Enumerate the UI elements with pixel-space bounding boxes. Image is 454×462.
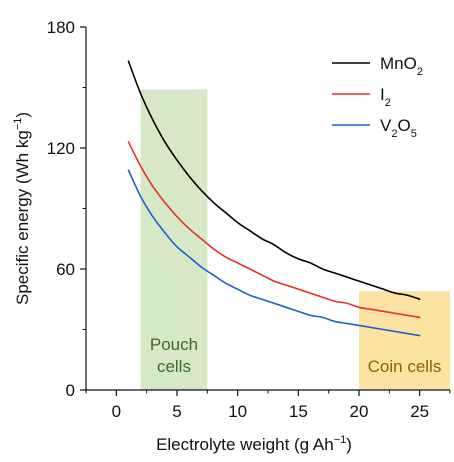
y-tick-label-0: 0	[66, 381, 75, 400]
series-lines	[127, 60, 421, 337]
axis-labels: Electrolyte weight (g Ah−1) Specific ener…	[12, 112, 352, 454]
region-1	[359, 291, 450, 390]
tick-marks: 0 5 10 15 20 25 0 60 120 180	[47, 18, 451, 421]
x-tick-label-3: 15	[289, 402, 308, 421]
legend-label-0: MnO2	[380, 54, 423, 78]
legend-label-2: V2O5	[380, 116, 417, 140]
series-line-2	[127, 169, 421, 337]
region-label-0-1: cells	[157, 357, 191, 376]
y-tick-label-1: 60	[56, 260, 75, 279]
series-line-1	[127, 141, 421, 319]
region-label-1-0: Coin cells	[368, 357, 442, 376]
series-line-0	[127, 60, 421, 301]
x-tick-label-5: 25	[410, 402, 429, 421]
x-axis-label: Electrolyte weight (g Ah−1)	[156, 434, 352, 454]
x-tick-label-0: 0	[112, 402, 121, 421]
x-tick-label-2: 10	[228, 402, 247, 421]
y-tick-label-2: 120	[47, 139, 75, 158]
region-label-0-0: Pouch	[150, 335, 198, 354]
x-tick-label-4: 20	[350, 402, 369, 421]
region-0	[140, 89, 208, 391]
y-axis-label: Specific energy (Wh kg−1)	[12, 112, 32, 305]
x-tick-label-1: 5	[172, 402, 181, 421]
y-tick-label-3: 180	[47, 18, 75, 37]
legend-label-1: I2	[380, 85, 391, 109]
highlight-regions: Pouch cells Coin cells	[140, 89, 450, 391]
legend: MnO2 I2 V2O5	[332, 54, 423, 140]
